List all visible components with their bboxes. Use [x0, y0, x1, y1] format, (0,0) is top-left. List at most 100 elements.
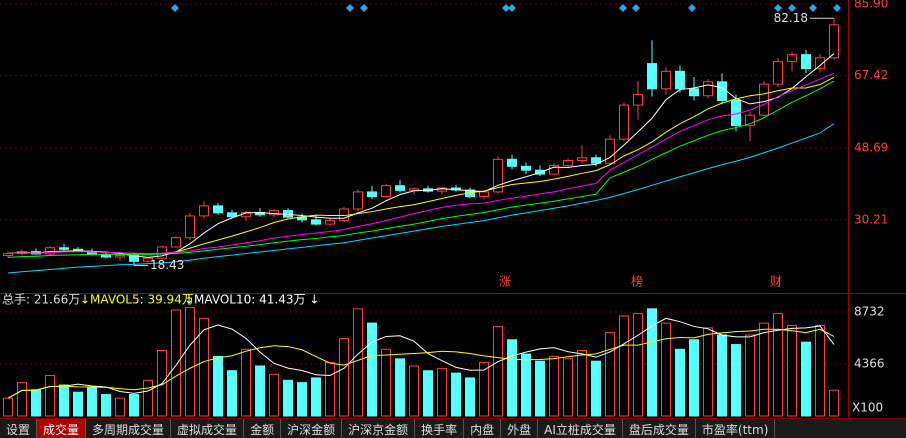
- volume-bar: [353, 308, 363, 417]
- event-label: 榜: [631, 274, 643, 289]
- tab[interactable]: 设置: [0, 419, 38, 438]
- volume-bar: [465, 377, 475, 417]
- ma-line: [7, 72, 835, 255]
- candle-body: [577, 157, 587, 162]
- volume-bar: [311, 377, 321, 417]
- tab[interactable]: 金额: [244, 419, 282, 438]
- candle-body: [717, 81, 727, 101]
- volume-bar: [563, 358, 573, 417]
- volume-bar: [605, 332, 615, 417]
- candle-body: [353, 191, 363, 210]
- candle-body: [199, 205, 209, 217]
- volume-bar: [787, 324, 797, 417]
- event-label: 涨: [499, 274, 511, 289]
- volume-bar: [101, 394, 111, 417]
- volume-bar: [773, 313, 783, 417]
- candle-body: [325, 220, 335, 225]
- volume-bar: [647, 308, 657, 417]
- candle-body: [605, 138, 615, 164]
- volume-bar: [185, 307, 195, 417]
- candle-body: [521, 165, 531, 171]
- candle-body: [773, 61, 783, 85]
- volume-bar: [731, 344, 741, 417]
- candle-body: [213, 205, 223, 214]
- candle-body: [549, 165, 559, 175]
- min-label: 18.43: [150, 258, 184, 272]
- volume-bar: [31, 389, 41, 417]
- volume-bar: [171, 309, 181, 417]
- candle-body: [829, 24, 839, 59]
- volume-bar: [829, 389, 839, 417]
- volume-bar: [283, 379, 293, 417]
- y-tick-label: 85.90: [854, 0, 888, 10]
- volume-bar: [297, 382, 307, 417]
- chart: 涨 榜 财 X100 85.90 67.42 48.69 30.21 82.18 18.4…: [0, 0, 906, 418]
- candle-body: [269, 210, 279, 216]
- y-tick-label: 8732: [854, 305, 885, 319]
- volume-bar: [451, 372, 461, 417]
- volume-bar: [45, 375, 55, 417]
- tab[interactable]: 沪深金额: [281, 419, 343, 438]
- volume-bar: [395, 358, 405, 417]
- mavol-line: [7, 317, 835, 399]
- tab[interactable]: 外盘: [501, 419, 539, 438]
- volume-bar: [689, 339, 699, 417]
- volume-header: 总手: 21.66万: [2, 293, 80, 307]
- candle-body: [395, 185, 405, 191]
- volume-header: ↓MAVOL10: 41.43万 ↓: [184, 293, 319, 307]
- volume-bar: [759, 322, 769, 417]
- event-diamonds: [171, 4, 841, 12]
- tab[interactable]: 内盘: [464, 419, 502, 438]
- mavol-line: [7, 328, 835, 399]
- volume-bar: [143, 379, 153, 417]
- volume-bar: [479, 361, 489, 417]
- volume-bar: [129, 394, 139, 417]
- candle-body: [311, 219, 321, 225]
- tab-bar: 设置 成交量 多周期成交量 虚拟成交量 金额 沪深金额 沪深京金额 换手率 内盘 外盘 AI立桩成交…: [0, 418, 906, 438]
- candle-body: [493, 158, 503, 193]
- candle-body: [507, 158, 517, 167]
- y-tick-label: 48.69: [854, 141, 888, 155]
- candle-body: [227, 212, 237, 218]
- candle-body: [689, 88, 699, 97]
- tab[interactable]: 盘后成交量: [623, 419, 696, 438]
- volume-bar: [535, 360, 545, 417]
- volume-bar: [59, 384, 69, 417]
- tab[interactable]: 市盈率(ttm): [696, 419, 776, 438]
- volume-bar: [227, 370, 237, 417]
- volume-bar: [213, 355, 223, 417]
- volume-bar: [591, 360, 601, 417]
- tab[interactable]: AI立桩成交量: [538, 419, 623, 438]
- candle-body: [367, 191, 377, 198]
- volume-bar: [493, 326, 503, 417]
- candle-body: [143, 257, 153, 262]
- candle-body: [59, 247, 69, 250]
- volume-bar: [381, 348, 391, 417]
- candle-body: [661, 70, 671, 90]
- volume-bar: [703, 327, 713, 417]
- volume-bar: [325, 361, 335, 417]
- candle-body: [171, 237, 181, 248]
- tab[interactable]: 换手率: [415, 419, 465, 438]
- tab[interactable]: 沪深京金额: [342, 419, 416, 438]
- event-label: 财: [770, 275, 782, 289]
- candle-body: [633, 94, 643, 106]
- tab[interactable]: 虚拟成交量: [171, 419, 245, 438]
- candle-body: [115, 254, 125, 258]
- max-label: 82.18: [774, 11, 808, 25]
- volume-header: ↓MAVOL5: 39.94万: [80, 293, 194, 307]
- tab[interactable]: 多周期成交量: [86, 419, 172, 438]
- candle-body: [185, 215, 195, 239]
- volume-bar: [675, 348, 685, 417]
- candle-body: [409, 188, 419, 191]
- candle-body: [801, 54, 811, 70]
- volume-bar: [199, 317, 209, 417]
- candle-body: [675, 70, 685, 90]
- candle-body: [591, 157, 601, 164]
- y-tick-label: 4366: [854, 357, 885, 371]
- candle-body: [647, 63, 657, 90]
- tab[interactable]: 成交量: [37, 419, 87, 438]
- volume-bar: [409, 365, 419, 417]
- ma-line: [7, 80, 835, 258]
